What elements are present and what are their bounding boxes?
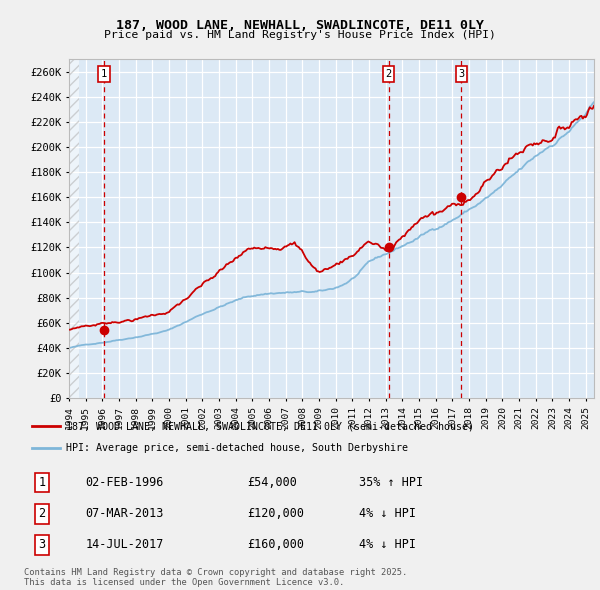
Text: 4% ↓ HPI: 4% ↓ HPI [359,507,416,520]
Text: 02-FEB-1996: 02-FEB-1996 [85,476,164,489]
Text: 1: 1 [38,476,46,489]
Text: £120,000: £120,000 [247,507,304,520]
Text: 187, WOOD LANE, NEWHALL, SWADLINCOTE, DE11 0LY (semi-detached house): 187, WOOD LANE, NEWHALL, SWADLINCOTE, DE… [66,421,474,431]
Text: Contains HM Land Registry data © Crown copyright and database right 2025.
This d: Contains HM Land Registry data © Crown c… [24,568,407,587]
Text: 3: 3 [458,69,464,79]
Text: HPI: Average price, semi-detached house, South Derbyshire: HPI: Average price, semi-detached house,… [66,443,408,453]
Text: £160,000: £160,000 [247,539,304,552]
Text: 4% ↓ HPI: 4% ↓ HPI [359,539,416,552]
Text: 07-MAR-2013: 07-MAR-2013 [85,507,164,520]
Text: 14-JUL-2017: 14-JUL-2017 [85,539,164,552]
Text: 1: 1 [101,69,107,79]
Text: Price paid vs. HM Land Registry's House Price Index (HPI): Price paid vs. HM Land Registry's House … [104,30,496,40]
Text: £54,000: £54,000 [247,476,297,489]
Text: 187, WOOD LANE, NEWHALL, SWADLINCOTE, DE11 0LY: 187, WOOD LANE, NEWHALL, SWADLINCOTE, DE… [116,19,484,32]
Text: 35% ↑ HPI: 35% ↑ HPI [359,476,423,489]
Text: 3: 3 [38,539,46,552]
Text: 2: 2 [38,507,46,520]
Text: 2: 2 [386,69,392,79]
